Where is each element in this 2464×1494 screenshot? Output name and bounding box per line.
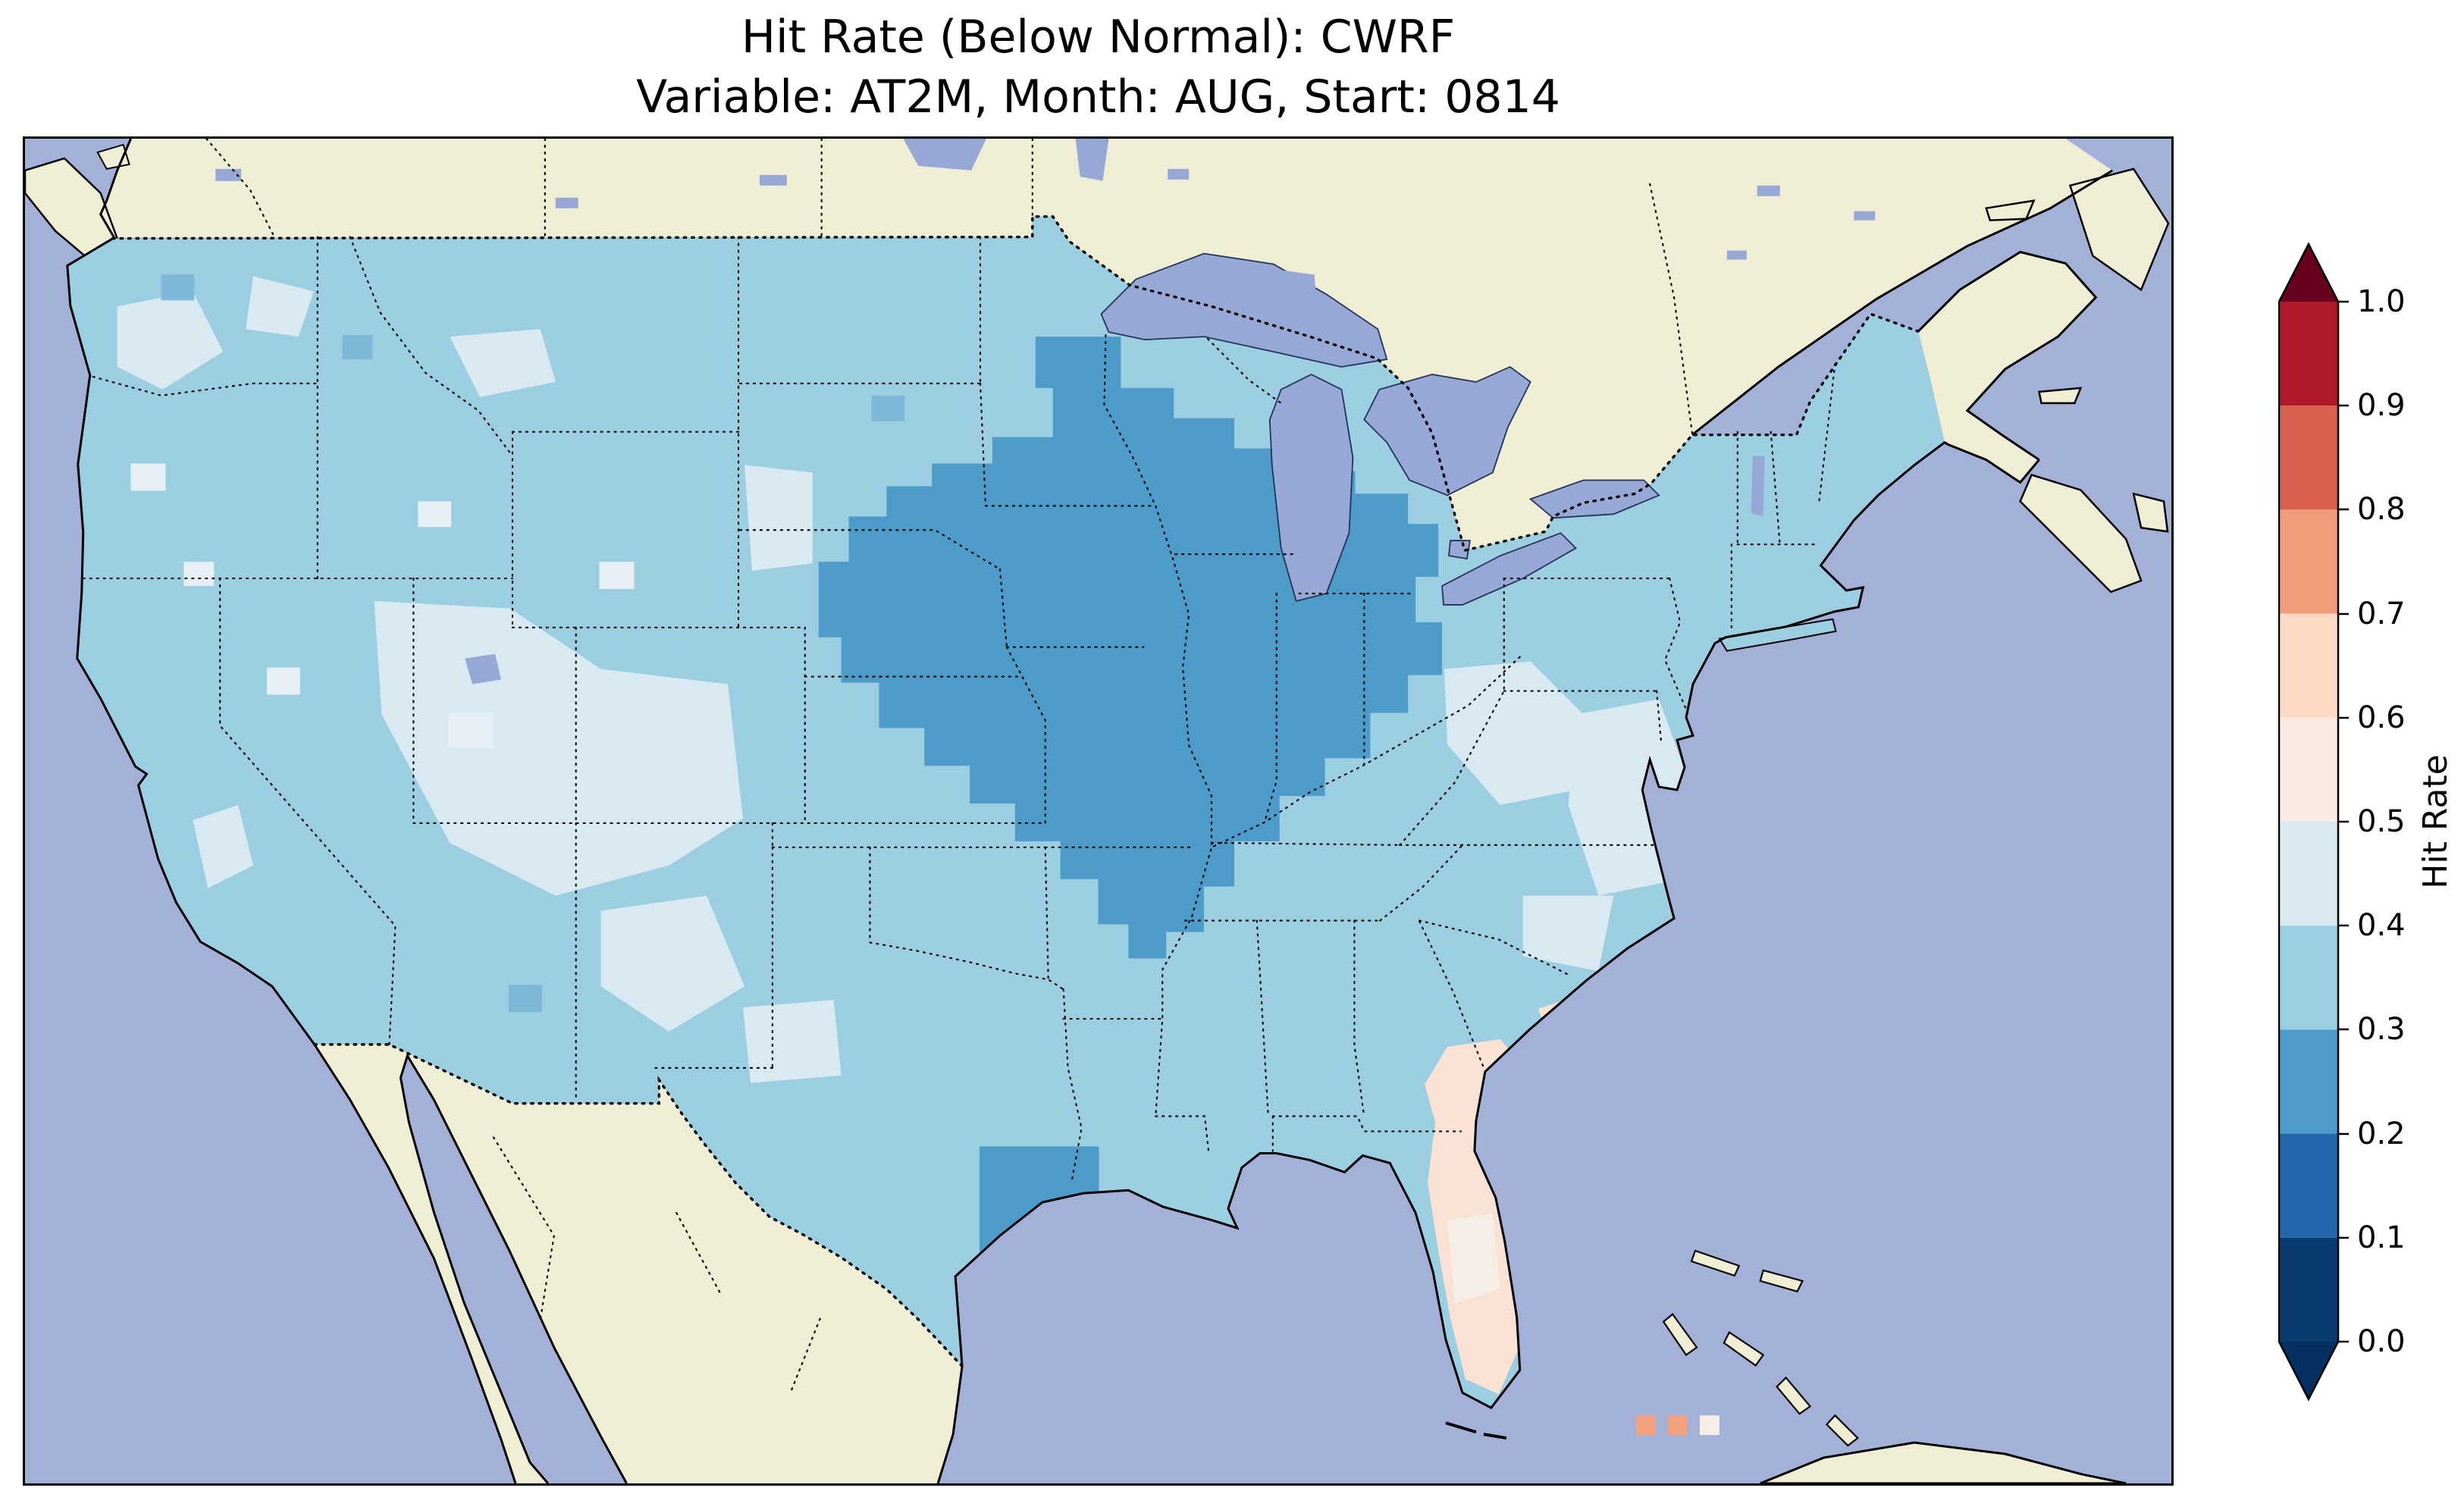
colorbar-segment-9	[2279, 1133, 2338, 1238]
colorbar-tick-label-00: 0.0	[2357, 1324, 2406, 1359]
map-axes	[23, 136, 2174, 1486]
hitrate-pinkwhite-cells	[1447, 1213, 1500, 1304]
florida-keys-dashes	[1445, 1421, 1507, 1440]
colorbar-segment-3	[2279, 509, 2338, 614]
colorbar: 1.0 0.9 0.8 0.7 0.6 0.5 0.4 0.3 0.2 0.1 …	[2278, 243, 2464, 1414]
map-svg	[25, 139, 2171, 1483]
colorbar-tick-label-06: 0.6	[2357, 700, 2406, 735]
colorbar-under-arrow	[2279, 1342, 2338, 1399]
us-canada-border	[111, 215, 1920, 553]
canada-landmass	[100, 139, 2113, 551]
colorbar-segment-7	[2279, 926, 2338, 1030]
keys-cell-2	[1668, 1415, 1688, 1436]
colorbar-svg: 1.0 0.9 0.8 0.7 0.6 0.5 0.4 0.3 0.2 0.1 …	[2278, 243, 2455, 1402]
colorbar-tick-label-08: 0.8	[2357, 492, 2406, 527]
mexico-landmass	[314, 1044, 963, 1483]
cuba-landmass	[1760, 1441, 2127, 1483]
colorbar-ticks	[2338, 300, 2349, 1343]
colorbar-axis-label: Hit Rate	[2416, 754, 2455, 888]
colorbar-segment-4	[2279, 613, 2338, 718]
keys-cell-1	[1636, 1415, 1657, 1436]
stlawrence-coastline	[1691, 169, 2114, 461]
keys-cell-3	[1699, 1415, 1719, 1436]
us-state-borders	[82, 236, 1836, 1182]
colorbar-tick-label-01: 0.1	[2357, 1220, 2406, 1255]
colorbar-tick-label-02: 0.2	[2357, 1117, 2406, 1151]
colorbar-tick-label-04: 0.4	[2357, 908, 2406, 943]
pacific-coastline	[66, 139, 628, 1483]
mexico-state-borders	[492, 1136, 821, 1395]
us-mexico-border	[313, 1043, 964, 1368]
title-line-1: Hit Rate (Below Normal): CWRF	[741, 11, 1456, 64]
colorbar-tick-label-09: 0.9	[2357, 388, 2406, 423]
colorbar-segment-10	[2279, 1237, 2338, 1342]
colorbar-segment-5	[2279, 717, 2338, 822]
bahamas-islands	[1662, 1249, 1859, 1447]
colorbar-tick-label-10: 1.0	[2357, 284, 2406, 319]
colorbar-segment-8	[2279, 1029, 2338, 1134]
colorbar-segment-2	[2279, 406, 2338, 510]
gulf-atlantic-coastline	[936, 440, 2040, 1483]
colorbar-segment-6	[2279, 822, 2338, 926]
hitrate-pale-regions	[117, 276, 1690, 1083]
colorbar-tick-label-03: 0.3	[2357, 1012, 2406, 1047]
canada-province-borders	[205, 139, 1694, 434]
colorbar-segment-1	[2279, 302, 2338, 406]
newfoundland-island	[2068, 168, 2170, 292]
figure-title: Hit Rate (Below Normal): CWRF Variable: …	[23, 8, 2174, 127]
nova-scotia-island	[2019, 473, 2143, 594]
colorbar-tick-label-05: 0.5	[2357, 804, 2406, 839]
title-line-2: Variable: AT2M, Month: AUG, Start: 0814	[636, 70, 1560, 124]
colorbar-tick-label-07: 0.7	[2357, 597, 2406, 631]
hitrate-salmon-cells	[1636, 1415, 1719, 1436]
prince-edward-island	[2038, 387, 2083, 405]
cape-breton-island	[2132, 492, 2169, 533]
colorbar-over-arrow	[2279, 244, 2338, 302]
